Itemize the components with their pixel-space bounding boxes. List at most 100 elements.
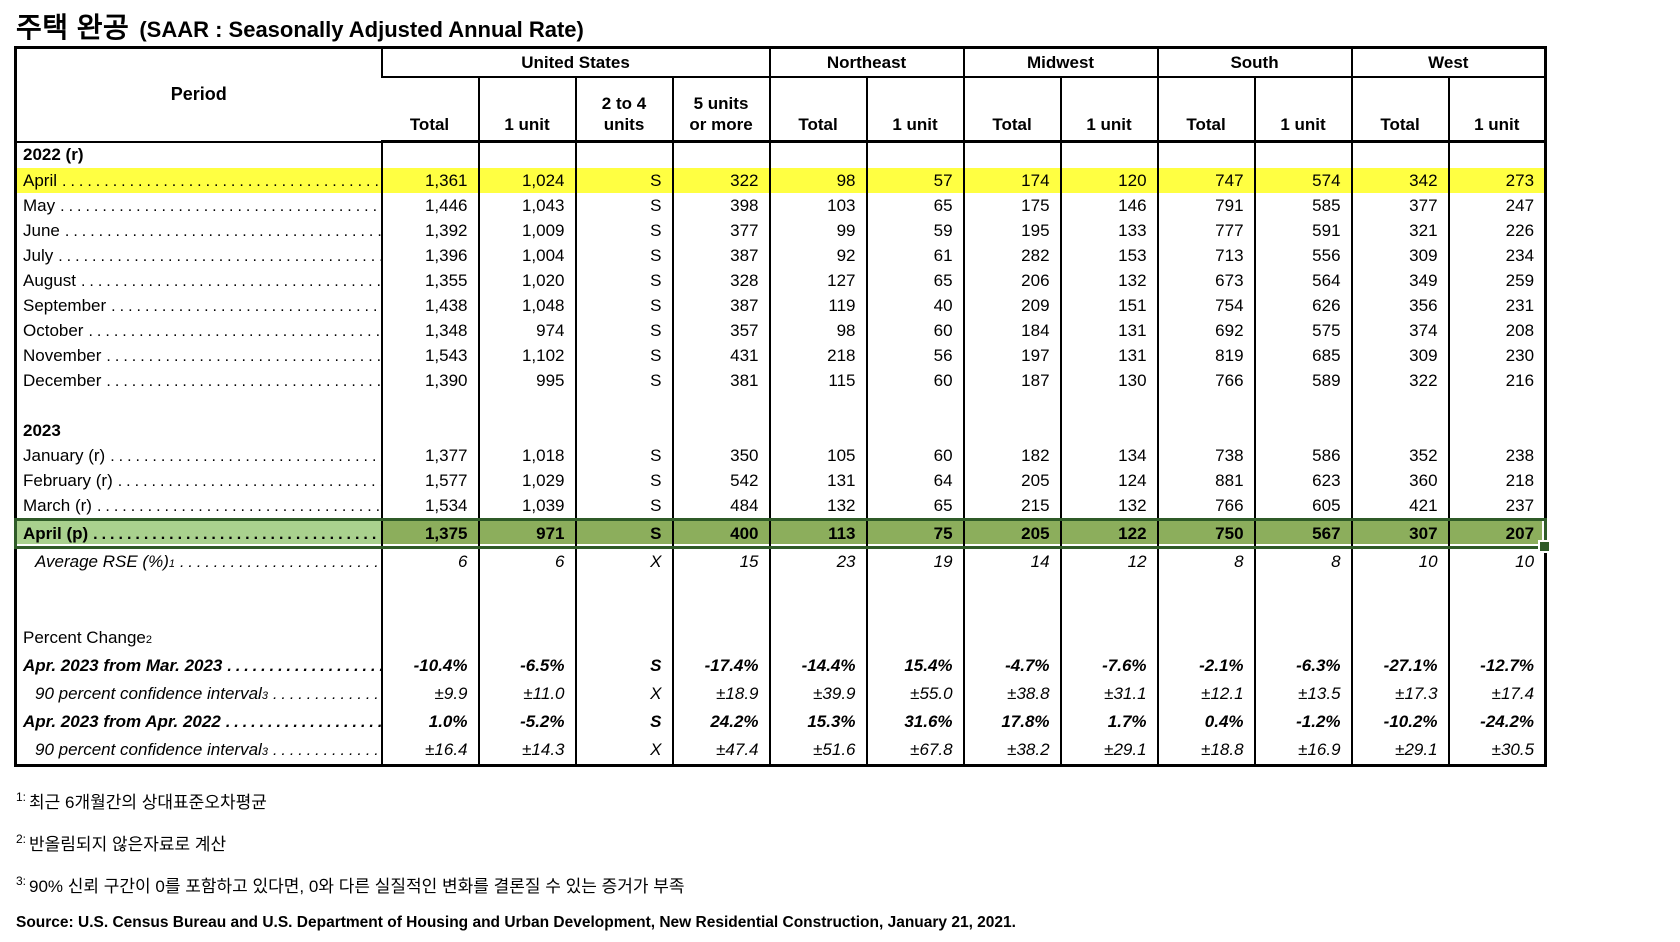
table-cell[interactable]: S bbox=[574, 493, 673, 520]
table-cell[interactable]: 1.0% bbox=[380, 708, 479, 736]
row-label-cell[interactable]: July bbox=[16, 243, 382, 268]
table-cell[interactable]: 381 bbox=[671, 368, 770, 393]
table-cell[interactable] bbox=[1253, 624, 1352, 652]
table-cell[interactable]: 31.6% bbox=[865, 708, 964, 736]
table-cell[interactable]: 1,355 bbox=[380, 268, 479, 293]
table-cell[interactable]: S bbox=[574, 318, 673, 343]
table-cell[interactable]: 1,534 bbox=[380, 493, 479, 520]
table-cell[interactable]: 40 bbox=[865, 293, 964, 318]
table-cell[interactable] bbox=[1350, 418, 1449, 443]
table-cell[interactable]: 1,396 bbox=[380, 243, 479, 268]
table-cell[interactable]: 350 bbox=[671, 443, 770, 468]
table-cell[interactable]: 134 bbox=[1059, 443, 1158, 468]
table-cell[interactable]: 585 bbox=[1253, 193, 1352, 218]
table-cell[interactable]: 747 bbox=[1156, 168, 1255, 193]
table-cell[interactable]: 98 bbox=[768, 318, 867, 343]
table-cell[interactable]: 132 bbox=[1059, 493, 1158, 520]
table-cell[interactable]: 398 bbox=[671, 193, 770, 218]
table-cell[interactable]: 206 bbox=[962, 268, 1061, 293]
table-cell[interactable]: 819 bbox=[1156, 343, 1255, 368]
table-cell[interactable]: ±38.8 bbox=[962, 680, 1061, 708]
table-cell[interactable]: X bbox=[574, 547, 673, 574]
table-cell[interactable]: -1.2% bbox=[1253, 708, 1352, 736]
table-cell[interactable]: 131 bbox=[1059, 318, 1158, 343]
table-cell[interactable]: 754 bbox=[1156, 293, 1255, 318]
table-cell[interactable]: 14 bbox=[962, 547, 1061, 574]
table-cell[interactable]: 1,043 bbox=[477, 193, 576, 218]
table-cell[interactable]: 61 bbox=[865, 243, 964, 268]
table-cell[interactable]: ±18.8 bbox=[1156, 736, 1255, 766]
table-cell[interactable]: 59 bbox=[865, 218, 964, 243]
table-cell[interactable] bbox=[671, 574, 770, 599]
table-cell[interactable]: 103 bbox=[768, 193, 867, 218]
table-cell[interactable]: 1,020 bbox=[477, 268, 576, 293]
table-cell[interactable] bbox=[477, 418, 576, 443]
table-cell[interactable] bbox=[768, 599, 867, 624]
table-cell[interactable]: 216 bbox=[1447, 368, 1546, 393]
table-cell[interactable]: S bbox=[574, 368, 673, 393]
table-cell[interactable]: ±55.0 bbox=[865, 680, 964, 708]
table-cell[interactable]: 387 bbox=[671, 293, 770, 318]
table-cell[interactable]: 124 bbox=[1059, 468, 1158, 493]
table-cell[interactable]: 234 bbox=[1447, 243, 1546, 268]
table-cell[interactable]: 65 bbox=[865, 268, 964, 293]
table-cell[interactable]: 574 bbox=[1253, 168, 1352, 193]
row-label-cell[interactable]: April bbox=[15, 168, 382, 193]
table-cell[interactable]: 377 bbox=[671, 218, 770, 243]
row-label-cell[interactable]: 2023 bbox=[16, 418, 382, 443]
table-cell[interactable]: 360 bbox=[1350, 468, 1449, 493]
table-cell[interactable]: 146 bbox=[1059, 193, 1158, 218]
table-cell[interactable]: S bbox=[574, 193, 673, 218]
table-cell[interactable]: 564 bbox=[1253, 268, 1352, 293]
table-cell[interactable]: 215 bbox=[962, 493, 1061, 520]
table-cell[interactable]: 12 bbox=[1059, 547, 1158, 574]
table-cell[interactable]: 65 bbox=[865, 493, 964, 520]
table-cell[interactable]: 209 bbox=[962, 293, 1061, 318]
table-cell[interactable]: 387 bbox=[671, 243, 770, 268]
table-cell[interactable]: 766 bbox=[1156, 493, 1255, 520]
table-cell[interactable] bbox=[865, 599, 964, 624]
table-cell[interactable] bbox=[1156, 141, 1255, 168]
table-cell[interactable]: 349 bbox=[1350, 268, 1449, 293]
table-cell[interactable]: ±17.3 bbox=[1350, 680, 1449, 708]
table-cell[interactable]: 132 bbox=[768, 493, 867, 520]
table-cell[interactable] bbox=[865, 624, 964, 652]
table-cell[interactable]: ±51.6 bbox=[768, 736, 867, 766]
table-cell[interactable]: ±9.9 bbox=[380, 680, 479, 708]
table-cell[interactable]: 1,543 bbox=[380, 343, 479, 368]
table-cell[interactable]: 586 bbox=[1253, 443, 1352, 468]
table-cell[interactable] bbox=[962, 574, 1061, 599]
table-cell[interactable] bbox=[1447, 141, 1546, 168]
table-cell[interactable] bbox=[1156, 574, 1255, 599]
table-cell[interactable]: 1,377 bbox=[380, 443, 479, 468]
table-cell[interactable] bbox=[380, 141, 479, 168]
table-cell[interactable]: 321 bbox=[1350, 218, 1449, 243]
table-cell[interactable] bbox=[671, 599, 770, 624]
row-label-cell[interactable]: Average RSE (%) 1 bbox=[16, 548, 382, 575]
table-cell[interactable] bbox=[1253, 418, 1352, 443]
table-cell[interactable]: ±39.9 bbox=[768, 680, 867, 708]
table-cell[interactable] bbox=[477, 624, 576, 652]
table-cell[interactable]: S bbox=[574, 708, 673, 736]
table-cell[interactable]: 65 bbox=[865, 193, 964, 218]
table-cell[interactable]: 113 bbox=[768, 518, 867, 549]
table-cell[interactable]: 357 bbox=[671, 318, 770, 343]
table-cell[interactable] bbox=[574, 574, 673, 599]
table-cell[interactable] bbox=[865, 141, 964, 168]
table-cell[interactable]: ±30.5 bbox=[1447, 736, 1546, 766]
table-cell[interactable] bbox=[1350, 393, 1449, 418]
table-cell[interactable]: -10.2% bbox=[1350, 708, 1449, 736]
row-label-cell[interactable]: Percent Change 2 bbox=[23, 628, 152, 647]
table-cell[interactable]: -14.4% bbox=[768, 652, 867, 680]
table-cell[interactable]: 626 bbox=[1253, 293, 1352, 318]
table-cell[interactable]: 230 bbox=[1447, 343, 1546, 368]
table-cell[interactable]: 1,392 bbox=[380, 218, 479, 243]
table-cell[interactable] bbox=[962, 599, 1061, 624]
table-cell[interactable]: 60 bbox=[865, 368, 964, 393]
table-cell[interactable] bbox=[1059, 418, 1158, 443]
table-cell[interactable]: 15.3% bbox=[768, 708, 867, 736]
table-cell[interactable] bbox=[768, 624, 867, 652]
table-cell[interactable]: 19 bbox=[865, 547, 964, 574]
table-cell[interactable]: 750 bbox=[1156, 518, 1255, 549]
table-cell[interactable]: 115 bbox=[768, 368, 867, 393]
